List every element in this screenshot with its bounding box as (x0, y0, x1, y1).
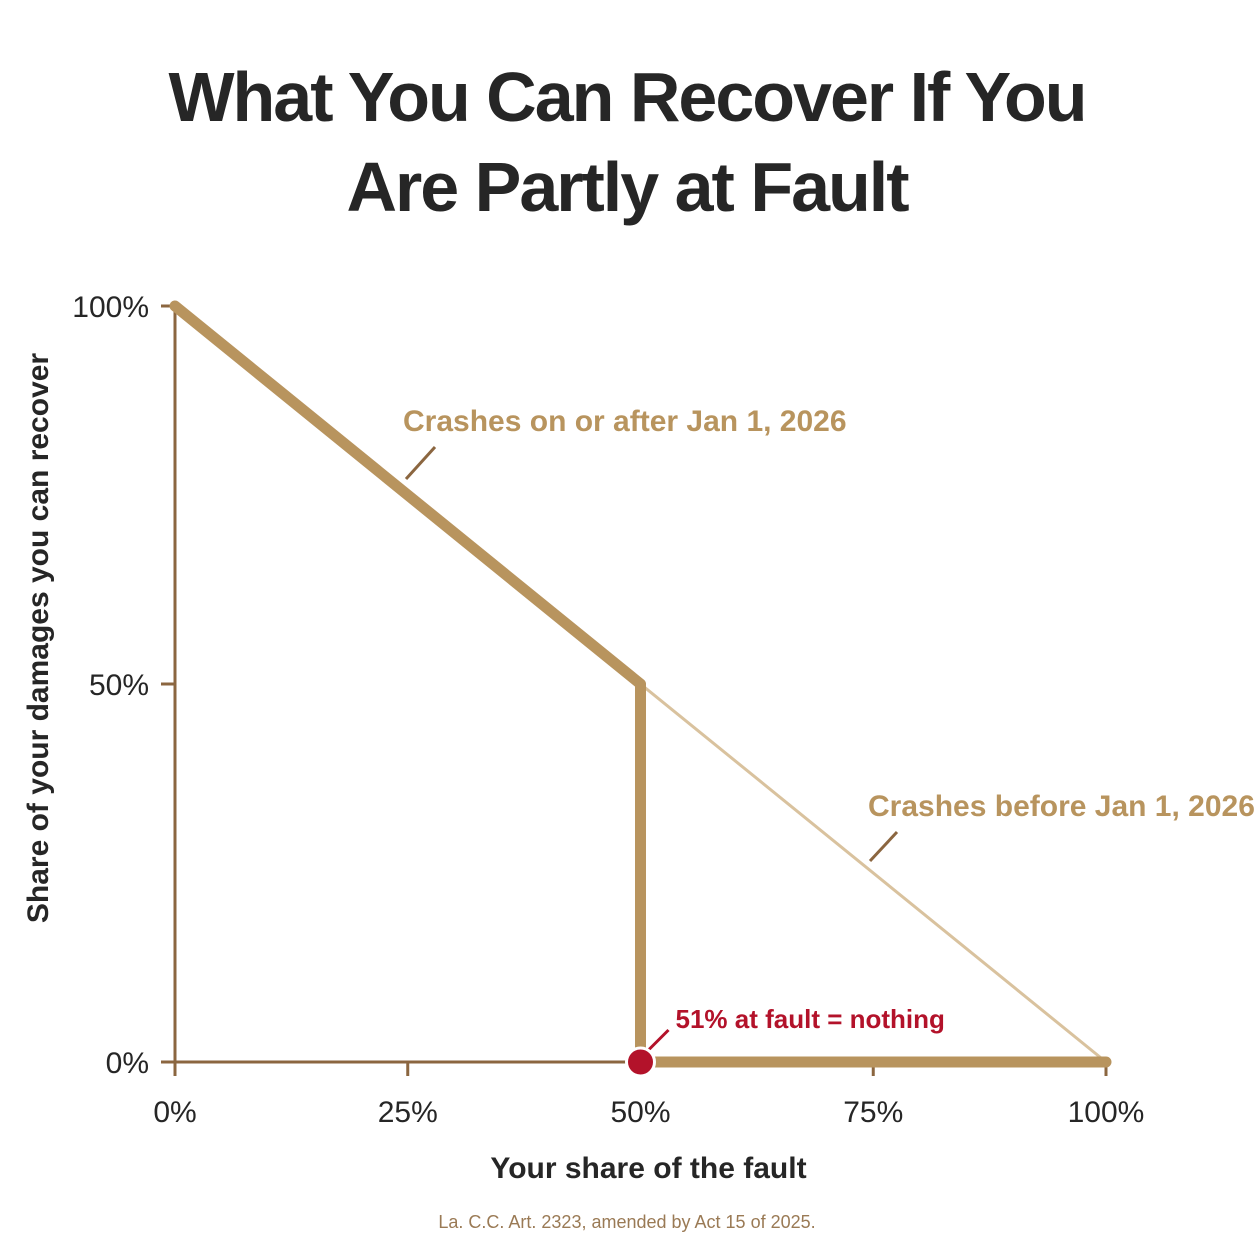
x-tick-label: 0% (153, 1096, 196, 1129)
x-tick-label: 25% (378, 1096, 438, 1129)
chart-title-line-2: Are Partly at Fault (346, 148, 909, 226)
x-tick-label: 100% (1068, 1096, 1145, 1129)
chart-series (169, 300, 1112, 1068)
chart-title-line-1: What You Can Recover If You (168, 58, 1087, 136)
x-axis-title: Your share of the fault (490, 1152, 806, 1185)
y-axis-title: Share of your damages you can recover (22, 353, 55, 924)
y-tick-label: 0% (106, 1047, 149, 1080)
series-label-after-2026: Crashes on or after Jan 1, 2026 (403, 405, 847, 438)
y-tick-label: 50% (89, 669, 149, 702)
x-tick-label: 75% (843, 1096, 903, 1129)
zero-recovery-dot (625, 1046, 656, 1078)
x-tick-label: 50% (610, 1096, 670, 1129)
chart-labels: Crashes on or after Jan 1, 2026 Crashes b… (403, 405, 1254, 1078)
leader-line-after-2026 (404, 445, 437, 481)
chart-title: What You Can Recover If You Are Partly a… (0, 52, 1254, 232)
chart-axes: 0% 25% 50% 75% 100% 100% 50% 0% Your share of th… (22, 291, 1144, 1185)
leader-line-before-2026 (868, 830, 899, 863)
annotation-label: 51% at fault = nothing (676, 1004, 945, 1034)
source-citation: La. C.C. Art. 2323, amended by Act 15 of… (438, 1212, 816, 1232)
series-line-after-2026 (169, 300, 1112, 1068)
annotation-leader-line (647, 1028, 670, 1052)
series-label-before-2026: Crashes before Jan 1, 2026 (868, 790, 1254, 823)
y-tick-label: 100% (72, 291, 149, 324)
